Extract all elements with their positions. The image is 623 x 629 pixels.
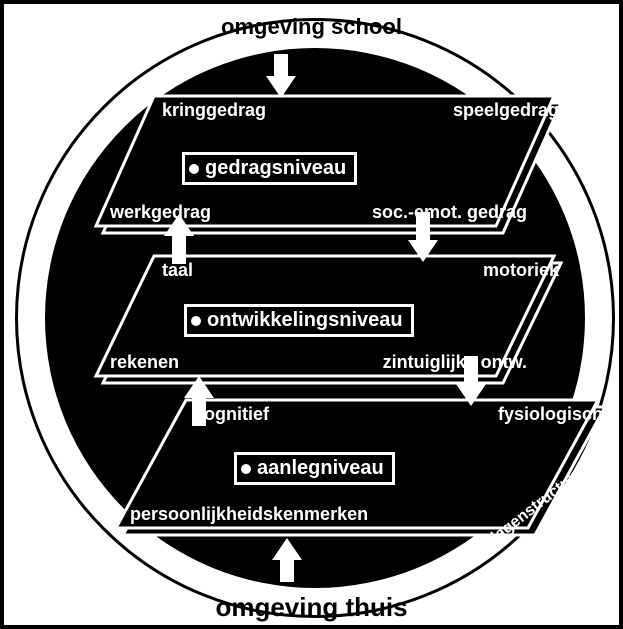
layer-aanleg-tr: fysiologisch: [498, 404, 603, 425]
level-box-ontwikkeling: ontwikkelingsniveau: [184, 304, 414, 337]
bullet-icon: [241, 464, 251, 474]
layer-ontwikkeling-tr: motoriek: [483, 260, 559, 281]
arrow-top-down: [266, 54, 296, 98]
arrow-bottom-up: [272, 538, 302, 582]
layer-ontwikkeling-br: zintuiglijke ontw.: [383, 352, 527, 373]
layer-gedrag-br: soc.-emot. gedrag: [372, 202, 527, 223]
label-bottom: omgeving thuis: [4, 592, 619, 623]
layer-gedrag-tr: speelgedrag: [453, 100, 559, 121]
arrow-l23-down: [456, 356, 486, 406]
layer-aanleg-bl: persoonlijkheidskenmerken: [130, 504, 368, 525]
bullet-icon: [189, 164, 199, 174]
diagram-canvas: omgeving school omgeving thuis kringgedr…: [0, 0, 623, 629]
level-box-gedrag: gedragsniveau: [182, 152, 357, 185]
level-label-ontwikkeling: ontwikkelingsniveau: [207, 309, 403, 332]
layer-ontwikkeling-bl: rekenen: [110, 352, 179, 373]
arrow-l12-up: [164, 214, 194, 264]
arrow-l12-down: [408, 212, 438, 262]
label-top: omgeving school: [4, 14, 619, 40]
layer-gedrag-bl: werkgedrag: [110, 202, 211, 223]
layer-gedrag-tl: kringgedrag: [162, 100, 266, 121]
arrow-l23-up: [184, 376, 214, 426]
level-box-aanleg: aanlegniveau: [234, 452, 395, 485]
bullet-icon: [191, 316, 201, 326]
level-label-gedrag: gedragsniveau: [205, 157, 346, 180]
level-label-aanleg: aanlegniveau: [257, 457, 384, 480]
